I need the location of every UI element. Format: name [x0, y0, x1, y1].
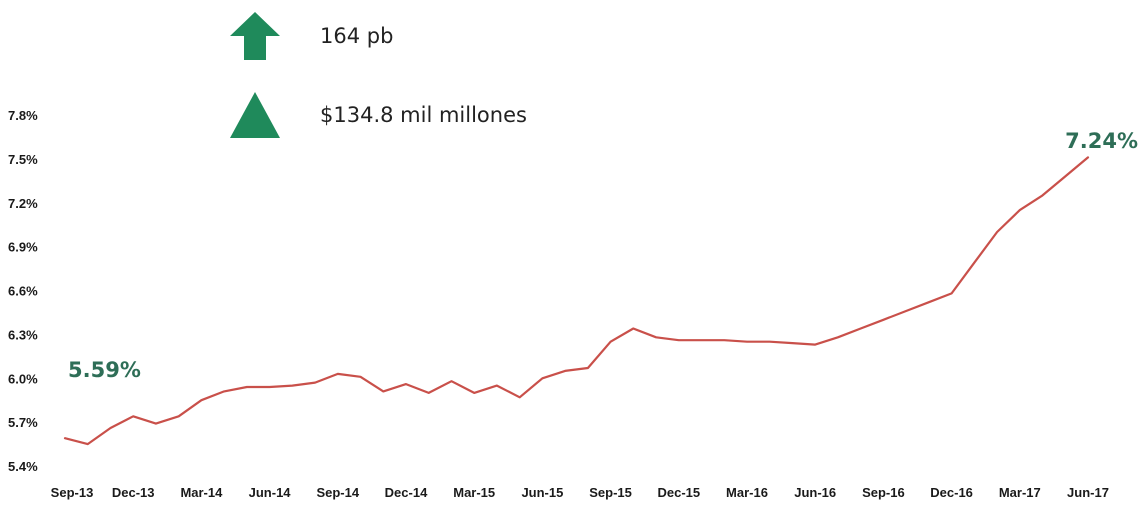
x-tick-label: Mar-17: [999, 485, 1041, 500]
x-tick-label: Jun-15: [521, 485, 563, 500]
y-tick-label: 7.2%: [8, 196, 38, 211]
y-tick-label: 5.4%: [8, 459, 38, 474]
triangle-up-icon: [230, 92, 280, 138]
x-tick-label: Sep-14: [316, 485, 359, 500]
arrow-up-icon: [230, 12, 280, 60]
x-tick-label: Jun-16: [794, 485, 836, 500]
x-tick-label: Mar-15: [453, 485, 495, 500]
x-tick-label: Dec-15: [657, 485, 700, 500]
legend-label-amount: $134.8 mil millones: [320, 103, 527, 127]
y-tick-label: 7.5%: [8, 152, 38, 167]
y-axis-ticks: 5.4% 5.7% 6.0% 6.3% 6.6% 6.9% 7.2% 7.5% 7.8%: [8, 108, 38, 474]
x-tick-label: Sep-16: [862, 485, 905, 500]
end-value-label: 7.24%: [1065, 129, 1138, 153]
y-tick-label: 6.0%: [8, 371, 38, 386]
x-tick-label: Dec-16: [930, 485, 973, 500]
series-line: [63, 156, 1090, 446]
x-tick-label: Jun-14: [249, 485, 292, 500]
y-tick-label: 6.3%: [8, 327, 38, 342]
x-tick-label: Mar-16: [726, 485, 768, 500]
x-axis-ticks: Sep-13 Dec-13 Mar-14 Jun-14 Sep-14 Dec-14 Mar-…: [51, 485, 1109, 500]
x-tick-label: Dec-14: [385, 485, 428, 500]
arrow-up-shape: [230, 12, 280, 60]
y-tick-label: 7.8%: [8, 108, 38, 123]
x-tick-label: Sep-13: [51, 485, 94, 500]
x-tick-label: Sep-15: [589, 485, 632, 500]
triangle-up-shape: [230, 92, 280, 138]
y-tick-label: 5.7%: [8, 415, 38, 430]
start-value-label: 5.59%: [68, 358, 141, 382]
x-tick-label: Jun-17: [1067, 485, 1109, 500]
legend-label-bp: 164 pb: [320, 24, 394, 48]
y-tick-label: 6.6%: [8, 284, 38, 299]
legend-item-bp: 164 pb: [230, 12, 393, 60]
x-tick-label: Dec-13: [112, 485, 155, 500]
y-tick-label: 6.9%: [8, 240, 38, 255]
x-tick-label: Mar-14: [180, 485, 223, 500]
legend-item-amount: $134.8 mil millones: [230, 92, 527, 138]
